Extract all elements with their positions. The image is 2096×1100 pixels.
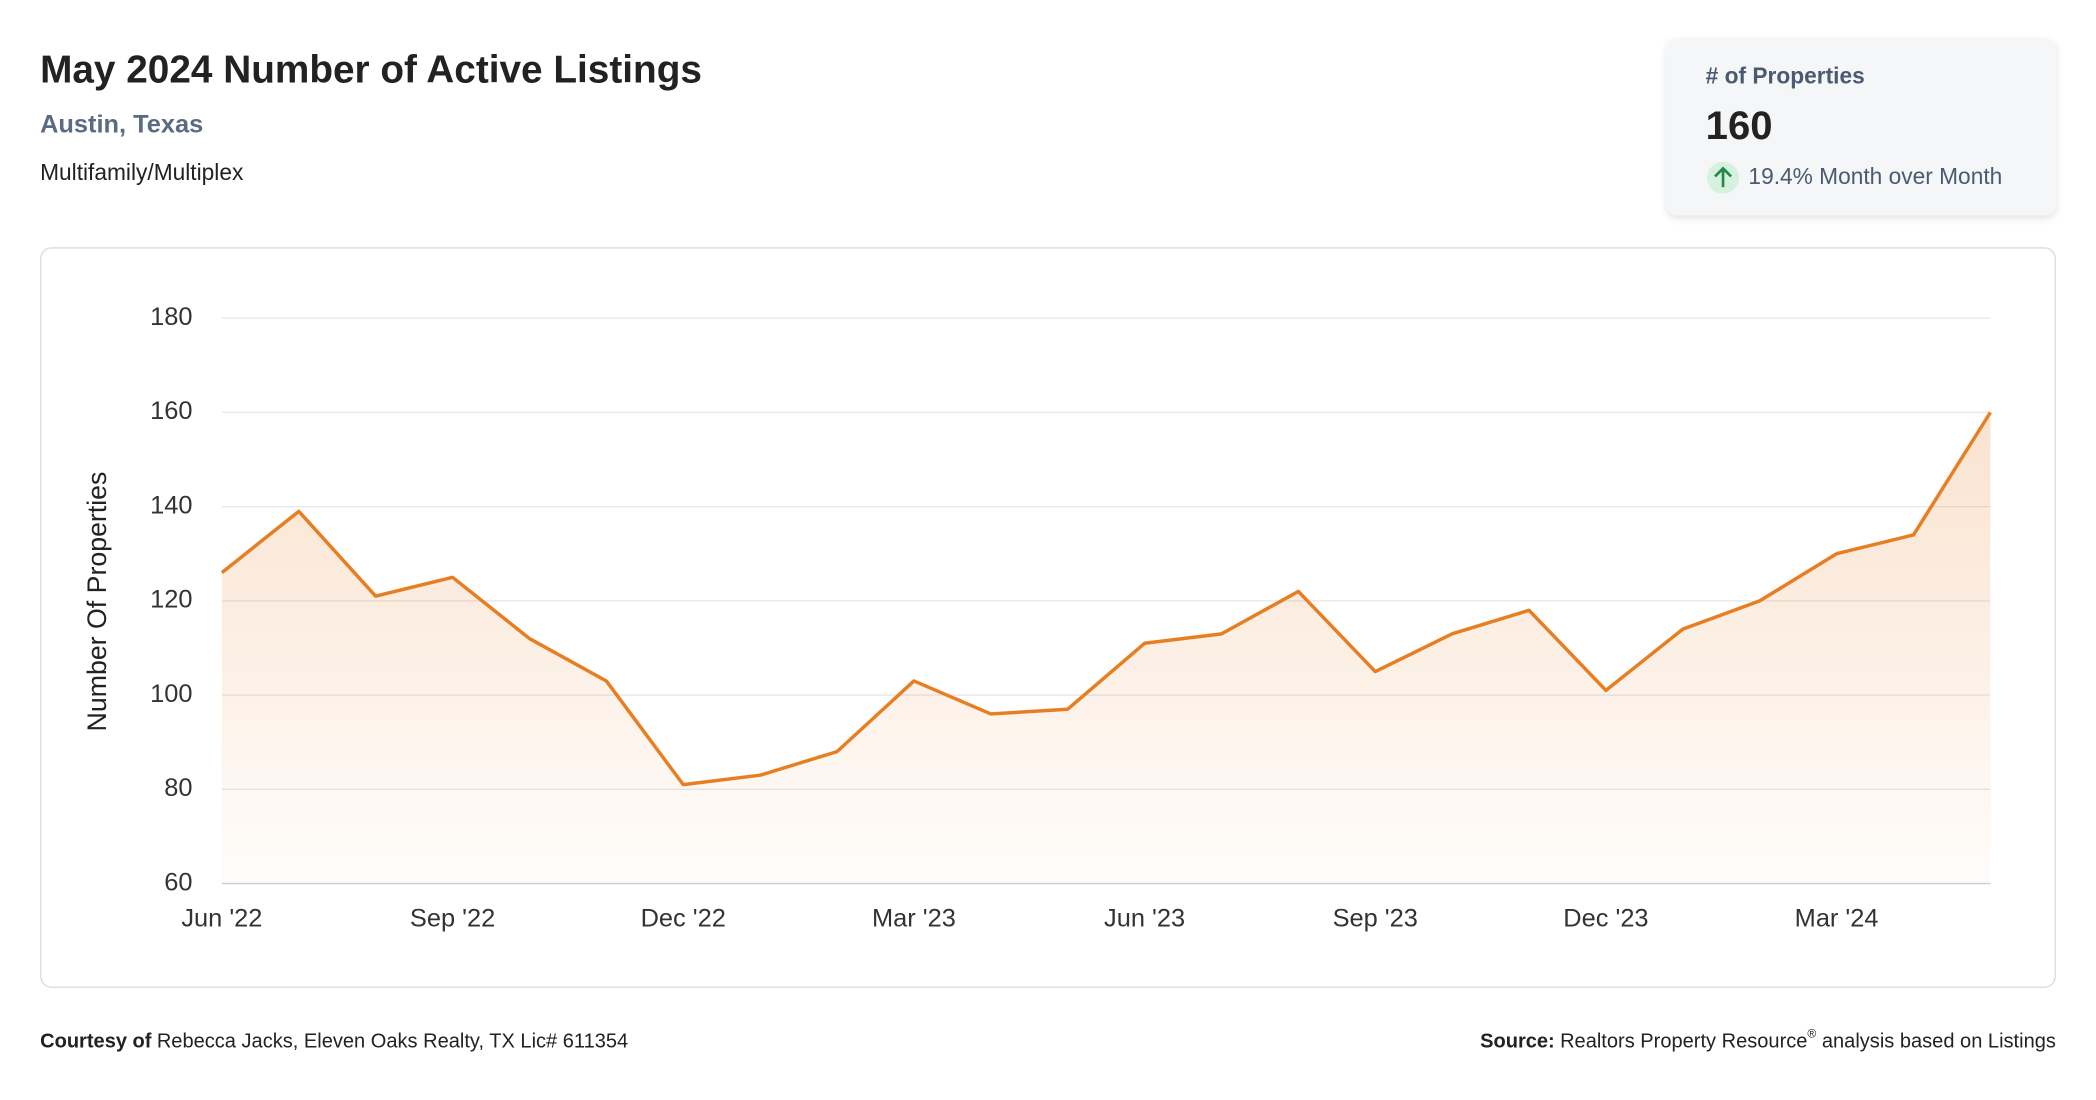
series-line bbox=[220, 411, 1992, 787]
y-tick-label: 180 bbox=[150, 303, 192, 331]
source-label: Source: bbox=[1480, 1031, 1555, 1053]
x-tick-label: Jun '22 bbox=[181, 904, 262, 932]
kpi-up-arrow bbox=[1714, 166, 1733, 188]
x-tick-label: Dec '23 bbox=[1563, 904, 1648, 932]
x-tick-label: Sep '22 bbox=[410, 904, 495, 932]
subtitle: Austin, Texas bbox=[40, 110, 203, 138]
source-rest: analysis based on Listings bbox=[1816, 1031, 2056, 1053]
y-tick-label: 80 bbox=[164, 774, 192, 802]
kpi-change: 19.4% Month over Month bbox=[1748, 163, 2002, 189]
y-tick-label: 140 bbox=[150, 491, 192, 519]
x-tick-label: Jun '23 bbox=[1104, 904, 1185, 932]
y-tick-label: 120 bbox=[150, 586, 192, 614]
x-tick-label: Sep '23 bbox=[1333, 904, 1418, 932]
courtesy-text: Rebecca Jacks, Eleven Oaks Realty, TX Li… bbox=[157, 1031, 628, 1053]
y-axis-title: Number Of Properties bbox=[82, 472, 112, 732]
y-tick-label: 60 bbox=[164, 868, 192, 896]
x-tick-label: Dec '22 bbox=[641, 904, 726, 932]
source-text: Realtors Property Resource bbox=[1560, 1031, 1807, 1053]
property-type: Multifamily/Multiplex bbox=[40, 159, 244, 185]
chart-title: May 2024 Number of Active Listings bbox=[40, 48, 702, 91]
kpi-value: 160 bbox=[1706, 104, 1773, 148]
y-tick-label: 100 bbox=[150, 680, 192, 708]
x-tick-label: Mar '23 bbox=[872, 904, 956, 932]
footer-source: Source: Realtors Property Resource® analy… bbox=[1480, 1027, 2056, 1053]
source-mark: ® bbox=[1807, 1027, 1816, 1041]
footer-courtesy: Courtesy of Rebecca Jacks, Eleven Oaks Re… bbox=[40, 1031, 628, 1053]
y-tick-label: 160 bbox=[150, 397, 192, 425]
courtesy-label: Courtesy of bbox=[40, 1031, 152, 1053]
area-fill bbox=[221, 412, 1991, 884]
kpi-card bbox=[1666, 38, 2056, 216]
kpi-label: # of Properties bbox=[1706, 63, 1865, 89]
x-tick-label: Mar '24 bbox=[1795, 904, 1879, 932]
